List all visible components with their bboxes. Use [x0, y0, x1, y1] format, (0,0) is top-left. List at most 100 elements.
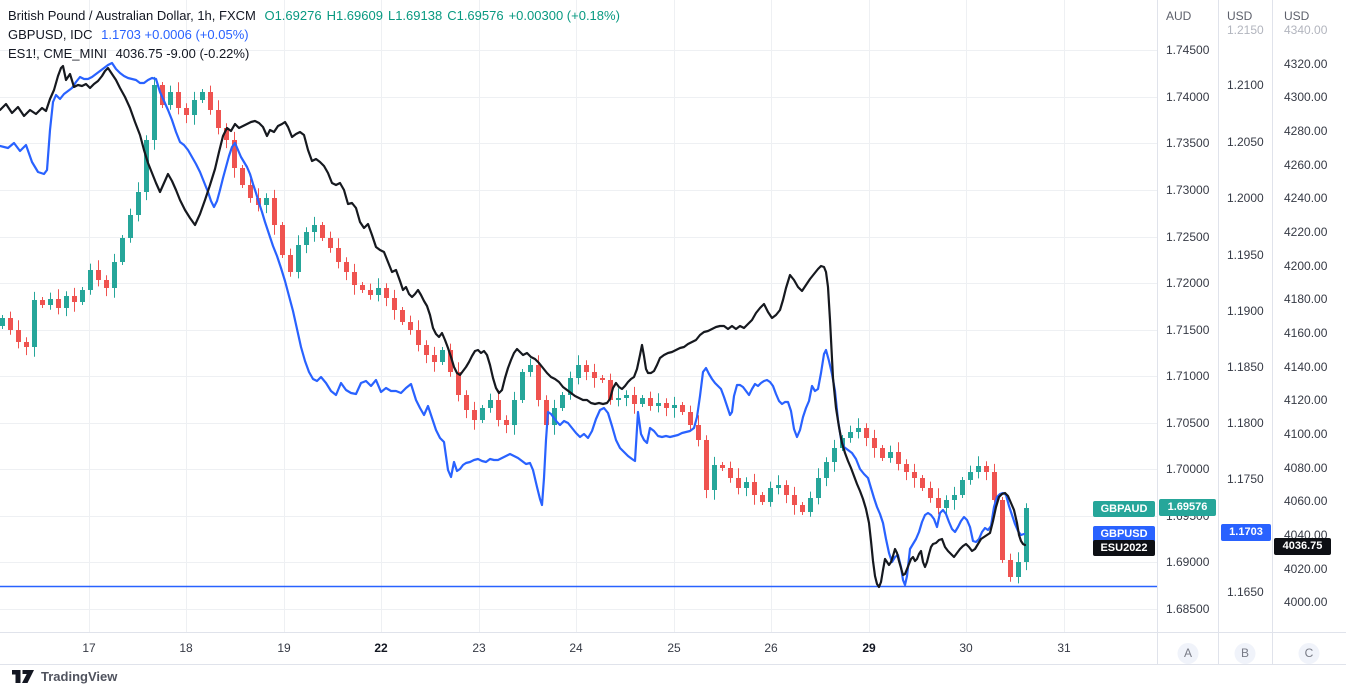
candle-body	[0, 318, 5, 326]
legend-symbol-es[interactable]: ES1!, CME_MINI	[8, 46, 107, 61]
price-tick-label: 1.73500	[1166, 136, 1210, 150]
candle-body	[864, 428, 869, 438]
time-tick-label: 29	[862, 641, 876, 655]
candle-body	[88, 270, 93, 290]
price-tick-label: 1.70500	[1166, 416, 1210, 430]
time-axis-border	[0, 632, 1346, 633]
candle-body	[880, 448, 885, 458]
candle-body	[40, 300, 45, 305]
candle-body	[976, 466, 981, 472]
ohlc-open: O1.69276	[264, 8, 322, 23]
candle-body	[432, 355, 437, 362]
candle-body	[72, 296, 77, 302]
candle-body	[832, 448, 837, 462]
candle-body	[328, 238, 333, 248]
ohlc-high: H1.69609	[326, 8, 383, 23]
candle-body	[248, 185, 253, 198]
candle-body	[712, 465, 717, 490]
candle-body	[896, 452, 901, 464]
candle-body	[816, 478, 821, 498]
time-tick-label: 17	[82, 641, 96, 655]
tradingview-logo[interactable]	[12, 669, 35, 684]
time-tick-label: 18	[179, 641, 193, 655]
scale-column-border	[1157, 0, 1158, 664]
candle-body	[800, 505, 805, 512]
candle-body	[96, 270, 101, 280]
es-line-series	[0, 64, 1027, 589]
candle-body	[80, 290, 85, 302]
candle-body	[584, 365, 589, 372]
candle-body	[968, 472, 973, 480]
legend-symbol-gbpusd[interactable]: GBPUSD, IDC	[8, 27, 93, 42]
price-tick-label: 4320.00	[1284, 57, 1328, 71]
candle-body	[696, 425, 701, 440]
price-badge-A: 1.69576	[1159, 499, 1216, 516]
price-tick-label: 1.68500	[1166, 602, 1210, 616]
price-tick-label: 1.2000	[1227, 191, 1264, 205]
price-tick-label: 1.73000	[1166, 183, 1210, 197]
candle-body	[48, 299, 53, 305]
candle-body	[152, 85, 157, 140]
candle-body	[136, 192, 141, 215]
series-name-badge-gbpaud: GBPAUD	[1093, 501, 1155, 517]
candle-body	[688, 412, 693, 425]
legend-row-gbpaud: British Pound / Australian Dollar, 1h, F…	[8, 6, 620, 25]
candle-body	[704, 440, 709, 490]
price-tick-label: 1.1950	[1227, 248, 1264, 262]
candle-body	[960, 480, 965, 495]
candle-body	[304, 232, 309, 245]
candle-body	[592, 372, 597, 378]
scale-toggle-B[interactable]: B	[1234, 643, 1256, 664]
time-tick-label: 19	[277, 641, 291, 655]
price-tick-label: 1.2100	[1227, 78, 1264, 92]
candle-body	[208, 92, 213, 110]
chart-plot-area[interactable]: British Pound / Australian Dollar, 1h, F…	[0, 0, 1157, 632]
price-tick-label: 4240.00	[1284, 191, 1328, 205]
candle-body	[352, 272, 357, 285]
scale-toggle-C[interactable]: C	[1298, 643, 1320, 664]
candle-body	[272, 198, 277, 225]
candle-body	[664, 403, 669, 408]
candle-body	[504, 420, 509, 425]
gbpusd-line-series	[0, 61, 1026, 587]
ohlc-low: L1.69138	[387, 8, 443, 23]
price-tick-label: 4100.00	[1284, 427, 1328, 441]
price-scale-currency-A: AUD	[1166, 9, 1192, 23]
price-tick-label: 1.74000	[1166, 90, 1210, 104]
candle-body	[552, 408, 557, 425]
candle-body	[768, 488, 773, 502]
candle-body	[520, 372, 525, 400]
chart-canvas[interactable]	[0, 0, 1157, 632]
candle-body	[168, 92, 173, 105]
candle-body	[848, 432, 853, 438]
candle-body	[392, 298, 397, 310]
candle-body	[808, 498, 813, 512]
candle-body	[456, 372, 461, 395]
candle-body	[400, 310, 405, 322]
candle-body	[296, 245, 301, 272]
candle-body	[760, 495, 765, 502]
price-tick-label: 1.71000	[1166, 369, 1210, 383]
time-tick-label: 26	[764, 641, 778, 655]
attribution: TradingView	[12, 669, 117, 684]
candle-body	[384, 288, 389, 298]
candle-body	[736, 478, 741, 488]
candle-body	[192, 100, 197, 115]
scale-toggle-A[interactable]: A	[1177, 643, 1199, 664]
candle-body	[360, 285, 365, 290]
legend-symbol-gbpaud[interactable]: British Pound / Australian Dollar, 1h, F…	[8, 8, 256, 23]
brand-name[interactable]: TradingView	[41, 669, 118, 684]
candle-body	[1016, 562, 1021, 577]
candle-body	[416, 330, 421, 345]
candle-body	[784, 485, 789, 495]
candle-body	[112, 262, 117, 288]
price-tick-label: 1.1800	[1227, 416, 1264, 430]
price-tick-label: 4080.00	[1284, 461, 1328, 475]
candle-body	[512, 400, 517, 425]
price-tick-label: 1.72500	[1166, 230, 1210, 244]
candle-body	[560, 395, 565, 408]
candle-body	[888, 452, 893, 458]
price-tick-label: 4340.00	[1284, 23, 1328, 37]
candle-body	[752, 482, 757, 495]
